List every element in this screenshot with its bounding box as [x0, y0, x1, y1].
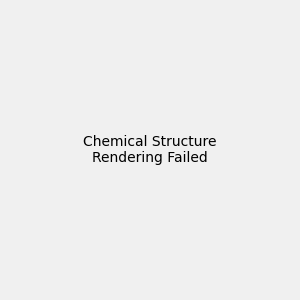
- Text: Chemical Structure
Rendering Failed: Chemical Structure Rendering Failed: [83, 135, 217, 165]
